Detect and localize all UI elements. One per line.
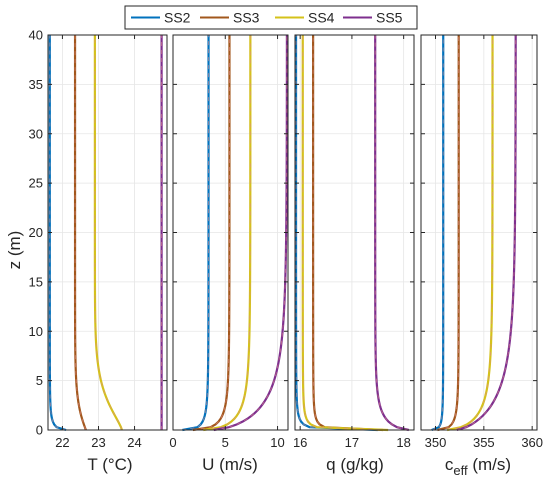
x-tick-label-U-0: 0 <box>169 435 176 450</box>
x-axis-label-u: U (m/s) <box>202 455 258 474</box>
y-tick-label-1: 5 <box>36 373 43 388</box>
series-dash-c-ss4 <box>447 35 493 431</box>
x-tick-label-c-0: 350 <box>425 435 447 450</box>
series-dash-c-ss2 <box>431 35 444 431</box>
series-dash-c-ss3 <box>437 35 460 431</box>
x-tick-label-T-2: 24 <box>127 435 141 450</box>
series-dash-q-ss5 <box>374 35 409 431</box>
y-tick-label-3: 15 <box>29 274 43 289</box>
y-axis-label: z (m) <box>5 231 24 270</box>
x-tick-label-T-1: 23 <box>91 435 105 450</box>
y-tick-label-7: 35 <box>29 77 43 92</box>
series-dash-T-ss2 <box>49 35 67 431</box>
panel-q: 16 17 18 <box>293 34 415 450</box>
y-tick-label-2: 10 <box>29 324 43 339</box>
series-dash-T-ss4 <box>94 35 123 431</box>
panels: 22 23 24 0 5 10 15 20 25 30 35 40 0 5 10 16 17 18 350 355 36… <box>29 28 543 451</box>
panel-T: 22 23 24 0 5 10 15 20 25 30 35 40 <box>29 28 168 450</box>
x-tick-label-T-0: 22 <box>55 435 69 450</box>
series-dash-q-ss2 <box>295 35 378 431</box>
x-axis-label-ceff-main: c <box>445 455 454 474</box>
y-tick-label-6: 30 <box>29 126 43 141</box>
x-tick-label-q-1: 17 <box>345 435 359 450</box>
x-tick-label-q-2: 18 <box>396 435 410 450</box>
legend: SS2 SS3 SS4 SS5 <box>124 5 418 30</box>
legend-label-ss3: SS3 <box>233 10 260 26</box>
series-dash-T-ss3 <box>74 35 87 431</box>
panel-c: 350 355 360 <box>420 34 543 450</box>
series-dash-U-ss4 <box>203 35 251 431</box>
x-axis-label-q: q (g/kg) <box>326 455 384 474</box>
series-dash-c-ss5 <box>456 35 517 431</box>
series-dash-U-ss3 <box>192 35 230 431</box>
x-tick-label-c-1: 355 <box>473 435 495 450</box>
x-axis-label-ceff-tail: (m/s) <box>468 455 511 474</box>
x-axis-label-ceff: ceff (m/s) <box>445 455 511 478</box>
x-axis-label-ceff-sub: eff <box>453 463 468 478</box>
y-tick-label-0: 0 <box>36 423 43 438</box>
legend-label-ss4: SS4 <box>308 10 335 26</box>
legend-label-ss2: SS2 <box>164 10 191 26</box>
y-tick-label-4: 20 <box>29 225 43 240</box>
x-tick-label-U-2: 10 <box>270 435 284 450</box>
x-tick-label-U-1: 5 <box>222 435 229 450</box>
series-dash-U-ss2 <box>182 35 209 431</box>
x-tick-label-c-2: 360 <box>521 435 543 450</box>
y-tick-label-8: 40 <box>29 28 43 43</box>
series-dash-q-ss4 <box>302 35 389 431</box>
y-tick-label-5: 25 <box>29 176 43 191</box>
panel-U: 0 5 10 <box>169 34 289 450</box>
legend-label-ss5: SS5 <box>376 10 403 26</box>
legend-box <box>124 5 418 30</box>
series-dash-q-ss3 <box>312 35 383 431</box>
x-axis-label-t: T (°C) <box>87 455 132 474</box>
x-tick-label-q-0: 16 <box>293 435 307 450</box>
